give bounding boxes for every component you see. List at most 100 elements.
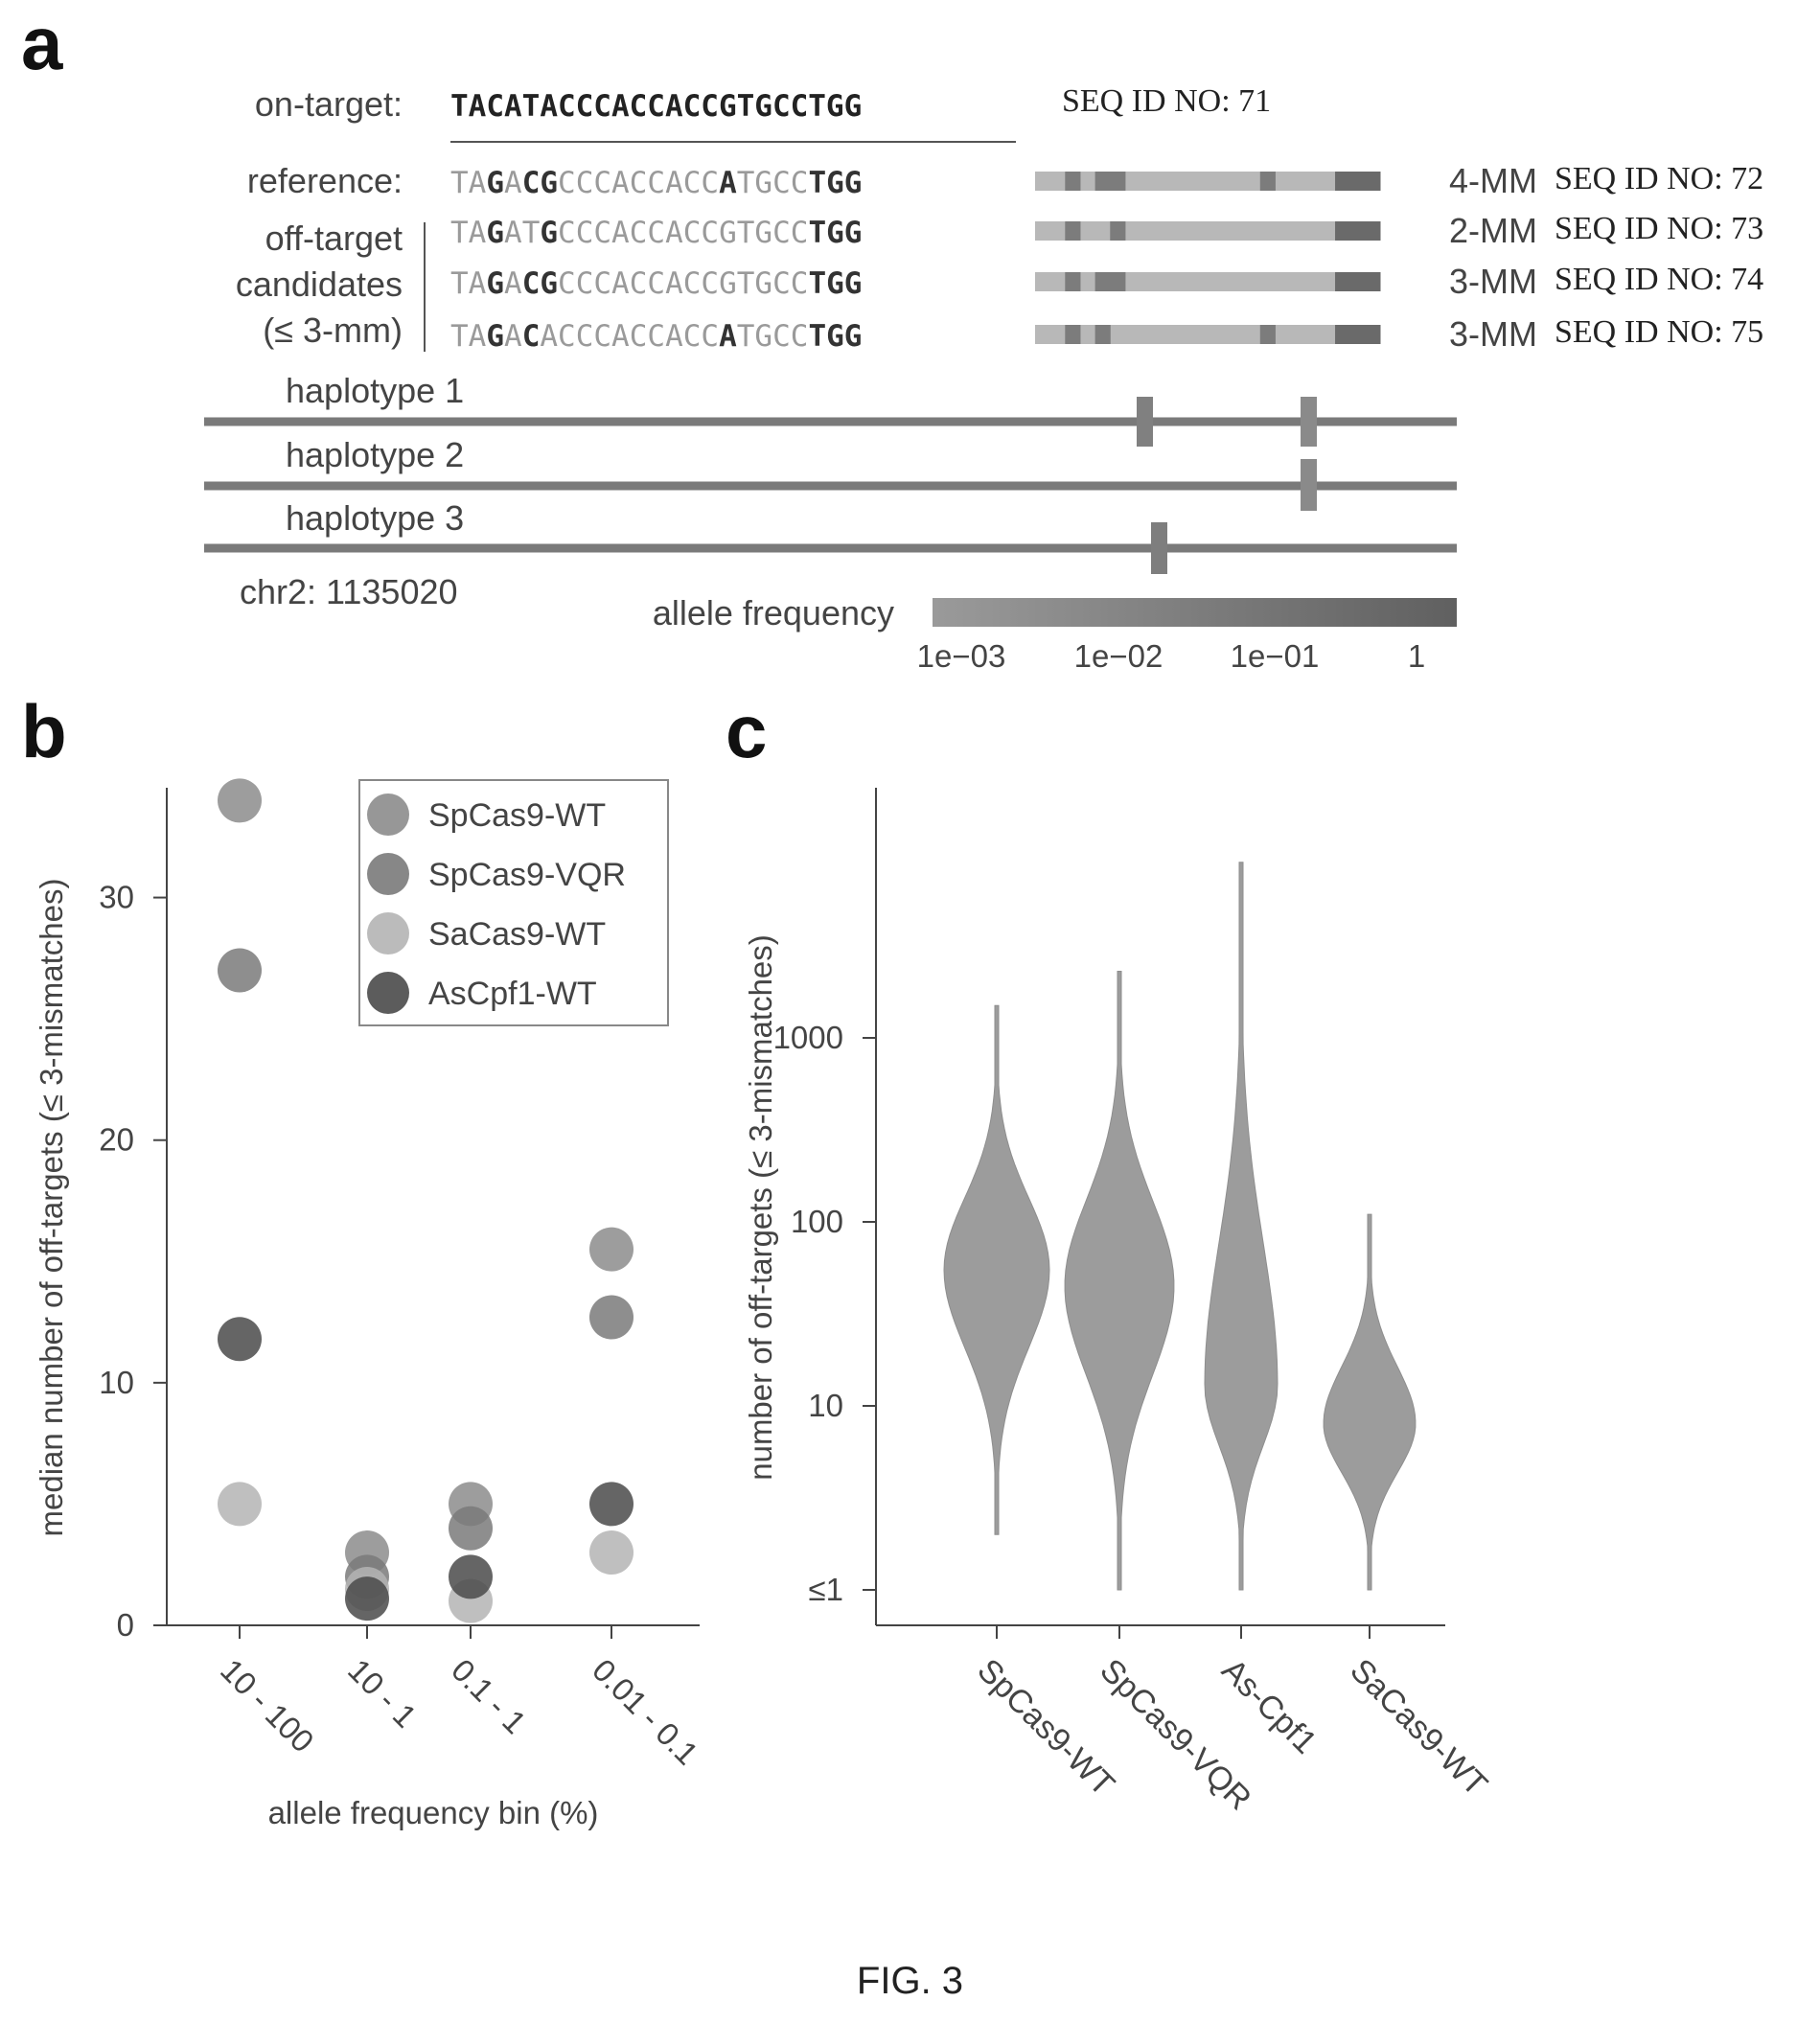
base-char: A <box>469 319 487 354</box>
c-y-axis-label: number of off-targets (≤ 3-mismatches) <box>743 934 778 1481</box>
mismatch-mark <box>1094 272 1111 291</box>
off-target-sequence-3: TAGACGCCCACCACCGTGCCTGG <box>450 266 862 301</box>
haplotype-2-label: haplotype 2 <box>286 435 464 474</box>
mismatch-count-3: 3-MM <box>1449 262 1537 301</box>
c-y-tick-label: 100 <box>791 1204 843 1239</box>
haplotype-3-label: haplotype 3 <box>286 498 464 538</box>
base-char: G <box>844 266 863 301</box>
base-char: A <box>469 166 487 200</box>
base-char: T <box>450 216 469 250</box>
mismatch-mark <box>1349 272 1366 291</box>
base-char: C <box>558 319 576 354</box>
mismatch-mark <box>1094 325 1111 344</box>
candidates-label-line-3: (≤ 3-mm) <box>263 310 403 350</box>
base-char: C <box>701 266 719 301</box>
haplotype-3-variant <box>1151 522 1167 574</box>
base-char: C <box>683 319 702 354</box>
base-char: C <box>683 166 702 200</box>
base-char: G <box>719 266 737 301</box>
base-char: C <box>772 216 791 250</box>
mismatch-mark <box>1335 221 1351 241</box>
haplotype-1-variant-a <box>1137 397 1153 447</box>
base-char: T <box>450 319 469 354</box>
base-char: C <box>630 216 648 250</box>
base-char: C <box>522 319 541 354</box>
b-point-AsCpf1-WT <box>449 1554 493 1599</box>
b-point-AsCpf1-WT <box>218 1317 262 1362</box>
base-char: G <box>844 319 863 354</box>
base-char: T <box>737 319 755 354</box>
base-char: A <box>611 166 630 200</box>
b-legend-marker <box>367 912 409 954</box>
base-char: C <box>576 216 594 250</box>
base-char: C <box>576 266 594 301</box>
mismatch-count-2: 2-MM <box>1449 211 1537 250</box>
b-y-tick-label: 0 <box>117 1607 134 1643</box>
base-char: G <box>844 216 863 250</box>
base-char: C <box>558 216 576 250</box>
panel-label-b: b <box>21 689 67 773</box>
b-point-SaCas9-WT <box>218 1482 262 1527</box>
c-x-tick-label: SaCas9-WT <box>1343 1652 1494 1804</box>
on-target-seq-id: SEQ ID NO: 71 <box>1062 83 1271 119</box>
base-char: C <box>647 166 665 200</box>
base-char: C <box>791 319 809 354</box>
b-legend-label: SpCas9-VQR <box>428 857 626 893</box>
base-char: C <box>701 166 719 200</box>
haplotype-2-variant <box>1301 459 1317 511</box>
base-char: A <box>665 319 683 354</box>
reference-label: reference: <box>247 161 403 200</box>
base-char: A <box>665 266 683 301</box>
base-char: C <box>647 319 665 354</box>
sequence-bar-4 <box>1035 325 1380 344</box>
mismatch-mark <box>1335 172 1351 191</box>
base-char: G <box>826 216 844 250</box>
b-x-axis-label: allele frequency bin (%) <box>268 1795 599 1830</box>
b-point-SpCas9-VQR <box>449 1506 493 1551</box>
mismatch-count-1: 4-MM <box>1449 161 1537 200</box>
candidates-label-line-1: off-target <box>265 218 403 258</box>
b-point-SpCas9-VQR <box>218 948 262 993</box>
base-char: C <box>593 166 611 200</box>
c-violin-SaCas9-WT <box>1323 1213 1417 1591</box>
mismatch-mark <box>1065 221 1081 241</box>
base-char: G <box>826 166 844 200</box>
base-char: A <box>665 166 683 200</box>
base-char: C <box>593 266 611 301</box>
panel-label-c: c <box>726 689 767 773</box>
sequence-bar-1 <box>1035 172 1380 191</box>
mismatch-mark <box>1110 221 1126 241</box>
mismatch-count-4: 3-MM <box>1449 314 1537 354</box>
base-char: C <box>683 266 702 301</box>
base-char: A <box>504 319 522 354</box>
base-char: C <box>701 319 719 354</box>
base-char: G <box>754 216 772 250</box>
base-char: G <box>486 216 504 250</box>
b-legend-label: SaCas9-WT <box>428 916 606 953</box>
base-char: G <box>540 166 558 200</box>
b-y-axis-label: median number of off-targets (≤ 3-mismat… <box>34 879 69 1537</box>
b-legend-marker <box>367 794 409 836</box>
c-violin-SpCas9-WT <box>943 1004 1050 1535</box>
base-char: C <box>647 266 665 301</box>
base-char: G <box>540 266 558 301</box>
b-legend-box <box>358 779 669 1026</box>
figure-canvas: a on-target: TACATACCCACCACCGTGCCTGG SEQ… <box>21 1 1763 1830</box>
base-char: C <box>630 319 648 354</box>
base-char: A <box>504 166 522 200</box>
mismatch-mark <box>1349 325 1366 344</box>
base-char: C <box>630 166 648 200</box>
base-char: C <box>772 319 791 354</box>
b-legend-marker <box>367 853 409 895</box>
base-char: G <box>826 319 844 354</box>
base-char: T <box>737 216 755 250</box>
base-char: C <box>576 319 594 354</box>
base-char: C <box>791 166 809 200</box>
base-char: T <box>808 216 826 250</box>
seq-id-3: SEQ ID NO: 74 <box>1555 262 1763 297</box>
allele-frequency-colorbar <box>933 598 1457 627</box>
base-char: G <box>754 166 772 200</box>
base-char: G <box>826 266 844 301</box>
base-char: A <box>469 266 487 301</box>
